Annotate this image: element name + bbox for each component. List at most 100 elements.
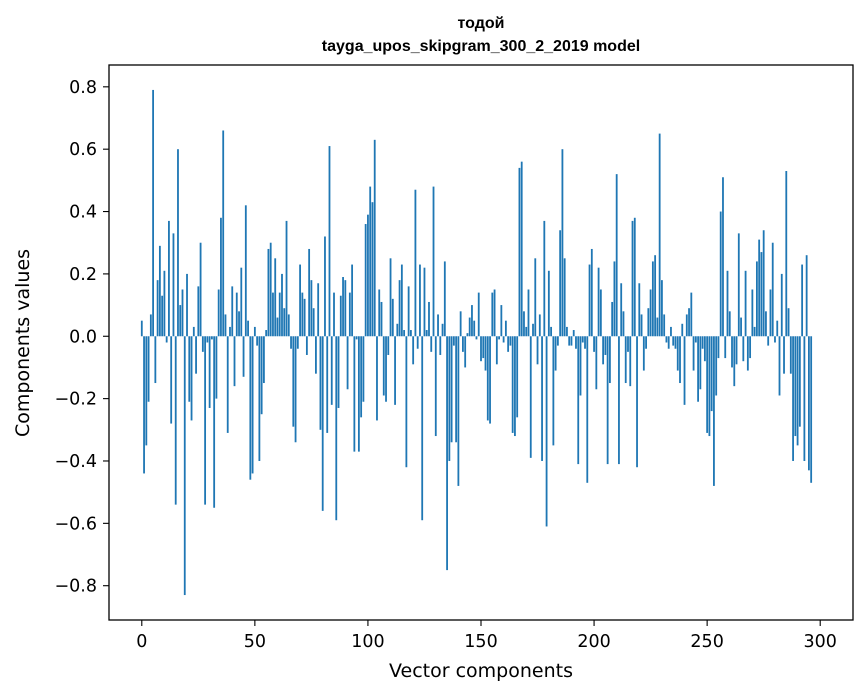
bar	[688, 308, 690, 337]
bar	[495, 336, 498, 365]
bar	[154, 336, 157, 384]
bar	[301, 292, 304, 337]
bar	[726, 270, 729, 337]
bar	[263, 336, 265, 384]
bar	[385, 336, 387, 402]
bar	[177, 149, 179, 337]
bar	[240, 267, 243, 337]
bar	[464, 336, 467, 368]
y-tick-label: 0.6	[69, 140, 97, 160]
bar	[229, 326, 231, 337]
bar	[226, 336, 229, 433]
bar	[355, 336, 358, 340]
bar	[801, 264, 804, 337]
bar	[170, 336, 173, 424]
y-tick-label: 0.0	[69, 327, 97, 347]
bar	[251, 336, 254, 474]
bar	[249, 336, 252, 480]
bar	[197, 286, 200, 337]
bar	[482, 336, 485, 359]
bar	[394, 336, 396, 405]
bar	[409, 330, 412, 337]
bar	[389, 258, 392, 337]
bar	[140, 320, 143, 337]
bar	[810, 336, 813, 483]
bar	[749, 336, 752, 359]
bar	[462, 336, 464, 352]
bar	[570, 336, 573, 346]
bar	[181, 289, 184, 337]
bar	[299, 264, 301, 337]
x-tick-label: 150	[464, 632, 497, 652]
bar	[708, 336, 711, 437]
bar	[425, 330, 428, 337]
bar	[321, 336, 324, 511]
bar	[769, 289, 772, 337]
bar	[642, 336, 645, 371]
bar	[606, 336, 609, 465]
bar	[633, 217, 636, 337]
bar	[208, 336, 211, 408]
bar	[337, 336, 340, 408]
bar	[575, 336, 577, 349]
bar	[364, 224, 367, 337]
bar	[351, 264, 354, 337]
bar	[161, 295, 164, 337]
bar	[253, 326, 256, 337]
bar	[780, 273, 783, 337]
bar	[805, 255, 808, 337]
bar	[231, 286, 234, 337]
bar	[428, 301, 430, 337]
bar	[220, 217, 222, 337]
bar	[312, 308, 315, 337]
bar	[665, 336, 668, 343]
bar	[767, 336, 770, 346]
bar	[256, 336, 259, 346]
bar	[258, 336, 261, 461]
bar	[658, 133, 661, 337]
bar	[201, 336, 204, 352]
bar	[760, 252, 763, 337]
bar	[382, 336, 385, 396]
bar	[663, 314, 666, 337]
plot-frame	[108, 64, 854, 621]
bar	[147, 336, 150, 402]
bar	[430, 336, 433, 352]
bar	[514, 336, 516, 437]
bar	[272, 292, 274, 337]
bar	[654, 255, 657, 337]
bar	[706, 336, 709, 433]
bar	[380, 301, 383, 337]
bars-group	[140, 89, 813, 596]
bar	[776, 320, 779, 337]
bar	[407, 286, 410, 337]
bar	[579, 336, 582, 396]
bar	[242, 336, 245, 377]
bar	[199, 242, 202, 337]
bar	[715, 336, 718, 396]
bar	[636, 336, 638, 468]
bar	[755, 261, 758, 337]
bar	[590, 248, 593, 337]
bar	[156, 280, 159, 337]
bar	[516, 336, 519, 418]
bar	[455, 336, 458, 443]
bar	[303, 298, 306, 337]
bar	[235, 292, 238, 337]
bar	[500, 305, 503, 337]
bar	[624, 336, 627, 384]
bar	[163, 270, 166, 337]
bar	[527, 289, 530, 337]
y-tick-label: 0.4	[69, 203, 97, 223]
bar	[778, 336, 781, 396]
bar	[744, 270, 747, 337]
bar	[443, 261, 446, 337]
bar	[486, 336, 489, 421]
bar	[604, 336, 607, 355]
bar	[317, 283, 320, 337]
bar	[753, 326, 756, 337]
bar	[414, 189, 417, 337]
bar	[609, 336, 611, 384]
bar	[674, 336, 677, 349]
bar	[287, 314, 290, 337]
